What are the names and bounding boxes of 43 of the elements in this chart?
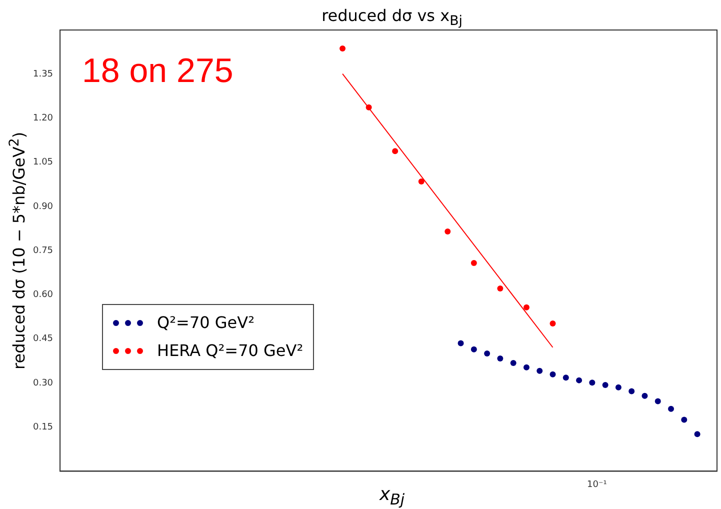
point <box>589 380 596 386</box>
point <box>497 356 504 362</box>
y-tick-label: 0.90 <box>32 202 54 212</box>
point <box>484 350 490 357</box>
point <box>681 416 688 423</box>
y-tick-label: 0.30 <box>32 378 54 388</box>
point <box>668 406 674 412</box>
annotation: 18 on 275 <box>82 52 234 91</box>
y-tick-label: 0.60 <box>32 290 54 300</box>
point <box>470 346 477 352</box>
point <box>550 371 556 378</box>
point <box>458 340 464 346</box>
point <box>340 46 346 52</box>
point <box>366 104 372 110</box>
point <box>642 392 648 399</box>
legend-label: HERA Q²=70 GeV² <box>157 341 304 360</box>
point <box>576 377 582 384</box>
point <box>418 178 424 184</box>
text: 10⁻¹ <box>587 480 607 490</box>
point <box>536 368 543 374</box>
point <box>523 304 530 310</box>
point <box>392 148 398 154</box>
y-tick-label: 1.05 <box>32 158 54 168</box>
x-axis-title: x$_{Bj}$ <box>379 484 405 509</box>
y-tick-label: 0.75 <box>32 246 54 256</box>
point <box>523 364 530 370</box>
legend-label: Q²=70 GeV² <box>157 313 254 332</box>
point <box>615 384 622 390</box>
point <box>694 431 700 438</box>
point <box>470 260 477 266</box>
point <box>562 374 569 381</box>
y-tick-label: 1.20 <box>32 114 54 124</box>
point <box>510 360 516 366</box>
point <box>602 382 608 388</box>
chart-title: reduced dσ vs x$_{Bj}$ <box>320 6 464 30</box>
point <box>497 286 504 292</box>
y-tick-label: 1.35 <box>32 69 54 80</box>
y-tick-label: 0.15 <box>32 422 54 432</box>
point <box>654 398 661 404</box>
point <box>550 320 556 327</box>
point <box>444 228 451 234</box>
y-tick-label: 0.45 <box>32 334 54 344</box>
point <box>628 388 635 394</box>
